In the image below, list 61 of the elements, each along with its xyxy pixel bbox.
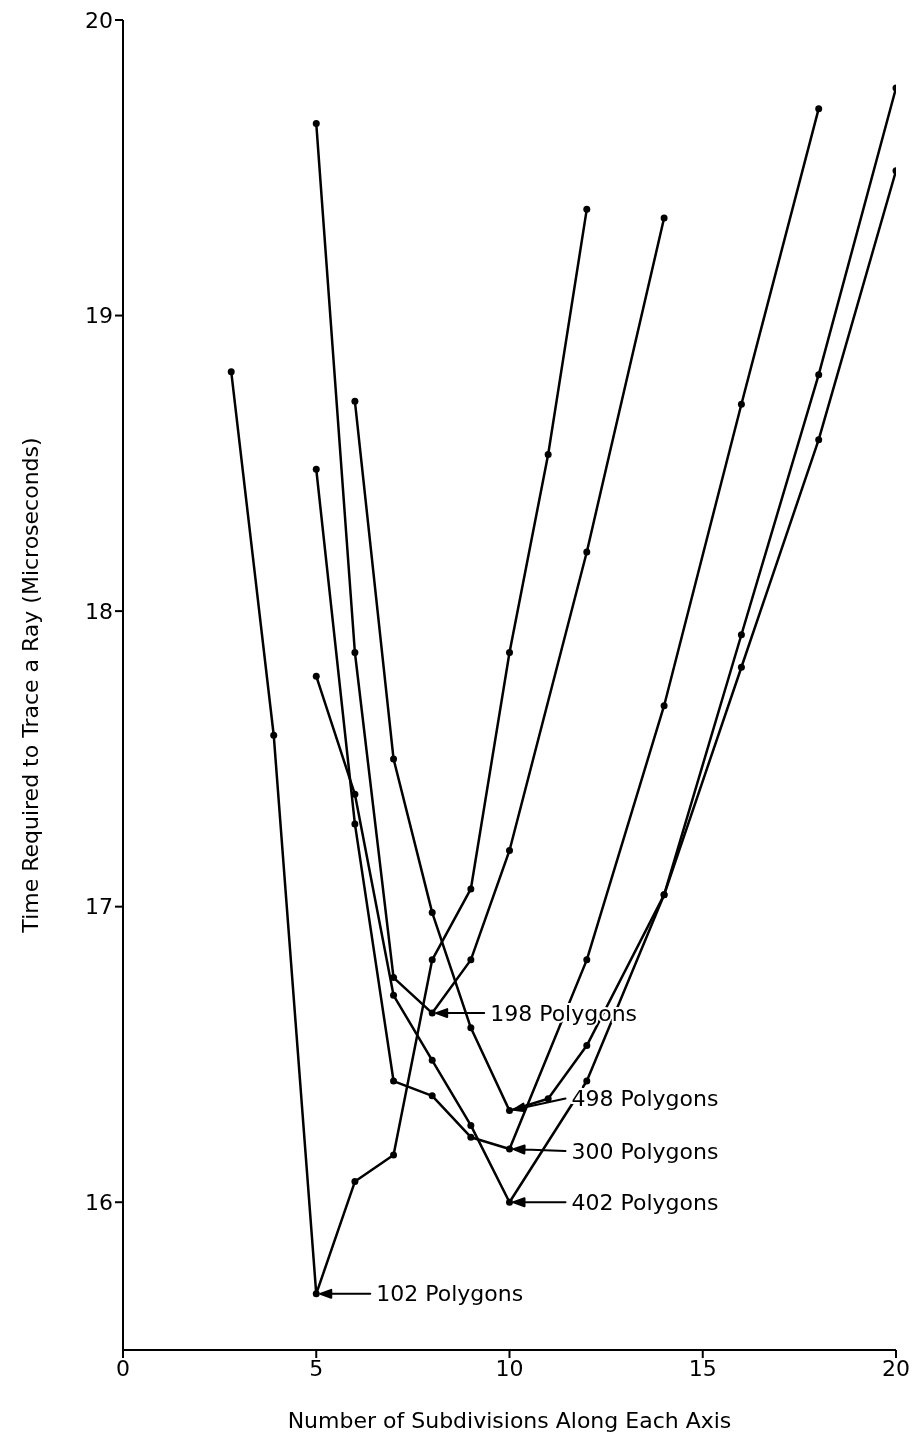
point bbox=[428, 1056, 436, 1064]
point bbox=[351, 648, 359, 656]
y-tick-label: 20 bbox=[85, 7, 113, 33]
x-tick-label: 20 bbox=[882, 1355, 910, 1381]
point bbox=[312, 465, 320, 473]
point bbox=[467, 1133, 475, 1141]
point bbox=[351, 397, 359, 405]
point bbox=[815, 105, 823, 113]
x-tick-label: 15 bbox=[688, 1355, 717, 1381]
point bbox=[351, 820, 359, 828]
point bbox=[390, 1151, 398, 1159]
point bbox=[583, 205, 591, 213]
point bbox=[312, 1290, 320, 1298]
point bbox=[660, 702, 668, 710]
point bbox=[428, 1092, 436, 1100]
point bbox=[583, 1077, 591, 1085]
point bbox=[390, 974, 398, 982]
point bbox=[428, 956, 436, 964]
point bbox=[737, 663, 745, 671]
point bbox=[390, 991, 398, 999]
x-tick-label: 5 bbox=[309, 1355, 324, 1381]
point bbox=[583, 956, 591, 964]
point bbox=[583, 548, 591, 556]
point bbox=[390, 1077, 398, 1085]
point bbox=[544, 450, 552, 458]
point bbox=[428, 909, 436, 917]
point bbox=[737, 631, 745, 639]
y-axis-title: Time Required to Trace a Ray (Microseconds) bbox=[17, 437, 43, 934]
point bbox=[467, 956, 475, 964]
x-tick-label: 0 bbox=[116, 1355, 130, 1381]
y-tick-label: 19 bbox=[85, 303, 113, 329]
y-tick-label: 18 bbox=[85, 598, 113, 624]
point bbox=[737, 400, 745, 408]
point bbox=[390, 755, 398, 763]
point bbox=[312, 672, 320, 680]
point bbox=[467, 1121, 475, 1129]
point bbox=[270, 731, 278, 739]
point bbox=[660, 214, 668, 222]
point bbox=[351, 790, 359, 798]
annotation: 402 Polygons bbox=[571, 1189, 719, 1215]
point bbox=[544, 1095, 552, 1103]
point bbox=[506, 847, 513, 855]
point bbox=[506, 1145, 513, 1153]
point bbox=[506, 648, 513, 656]
point bbox=[506, 1107, 513, 1115]
y-tick-label: 17 bbox=[85, 894, 113, 920]
point bbox=[467, 885, 475, 893]
point bbox=[506, 1198, 513, 1206]
point bbox=[467, 1024, 475, 1032]
x-axis-title: Number of Subdivisions Along Each Axis bbox=[287, 1408, 732, 1433]
point bbox=[428, 1009, 436, 1017]
point bbox=[227, 368, 235, 376]
x-tick-label: 10 bbox=[495, 1355, 524, 1381]
point bbox=[351, 1178, 359, 1186]
point bbox=[583, 1042, 591, 1050]
point bbox=[815, 371, 823, 379]
annotation: 102 Polygons bbox=[376, 1281, 524, 1307]
point bbox=[815, 436, 823, 444]
annotation: 300 Polygons bbox=[571, 1138, 719, 1164]
y-tick-label: 16 bbox=[85, 1190, 113, 1216]
point bbox=[312, 119, 320, 127]
